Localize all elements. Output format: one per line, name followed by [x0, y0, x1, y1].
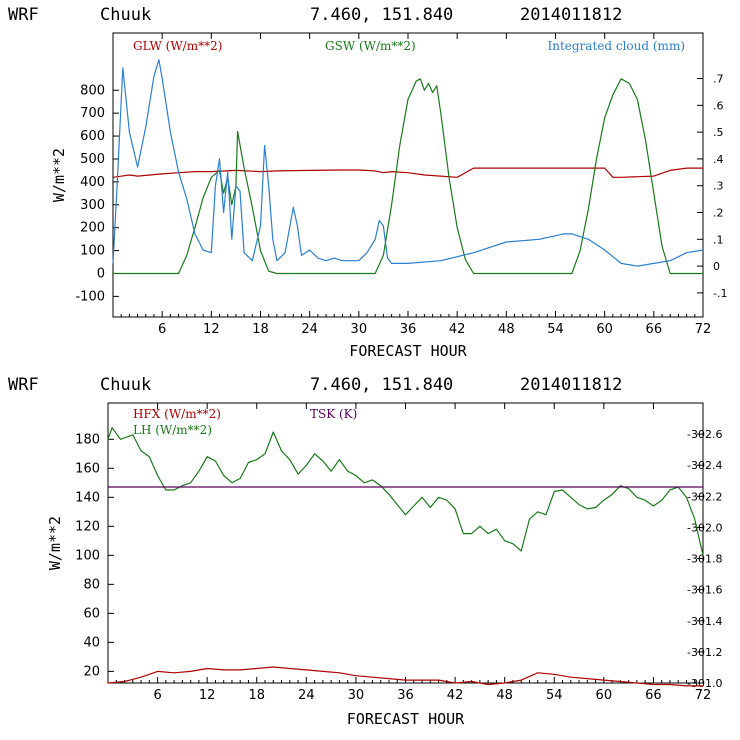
y2-tick-label: -302.0	[687, 521, 722, 534]
y2-tick-label: .7	[713, 73, 724, 86]
y2-tick-label: .6	[713, 99, 724, 112]
x-tick-label: 48	[498, 322, 515, 337]
y-tick-label: 160	[75, 461, 100, 476]
y2-tick-label: -301.6	[687, 584, 722, 597]
legend-entry-gsw: GSW (W/m**2)	[325, 39, 416, 53]
x-tick-label: 66	[645, 688, 662, 703]
x-tick-label: 24	[301, 322, 318, 337]
y-tick-label: 120	[75, 519, 100, 534]
y-tick-label: 800	[80, 83, 105, 98]
series-line-gsw	[113, 78, 703, 275]
x-tick-label: 12	[203, 322, 220, 337]
y-tick-label: 80	[83, 577, 100, 592]
x-axis-label: FORECAST HOUR	[349, 342, 467, 360]
y2-tick-label: .4	[713, 153, 724, 166]
x-tick-label: 54	[546, 688, 563, 703]
legend-entry-hfx: HFX (W/m**2)	[133, 407, 221, 421]
header-model: WRF	[8, 5, 39, 25]
y-tick-label: 500	[80, 152, 105, 167]
y-tick-label: 20	[83, 664, 100, 679]
legend-entry-tsk: TSK (K)	[310, 407, 357, 421]
x-tick-label: 6	[158, 322, 166, 337]
x-tick-label: 36	[400, 322, 417, 337]
y-tick-label: 0	[97, 266, 105, 281]
plot-frame	[112, 32, 704, 318]
x-tick-label: 6	[153, 688, 161, 703]
series-line-hfx	[107, 666, 703, 687]
y-axis-label: W/m**2	[50, 148, 68, 202]
legend-entry-glw: GLW (W/m**2)	[133, 39, 222, 53]
x-tick-label: 60	[596, 688, 613, 703]
header-coords: 7.460, 151.840	[310, 375, 453, 395]
y2-tick-label: .3	[713, 180, 724, 193]
series-line-glw	[112, 167, 703, 178]
legend-entry-lh: LH (W/m**2)	[133, 423, 212, 437]
y2-tick-label: -.1	[713, 287, 727, 300]
x-tick-label: 72	[695, 688, 712, 703]
header-model: WRF	[8, 375, 39, 395]
x-tick-label: 42	[447, 688, 464, 703]
y-tick-label: 100	[75, 548, 100, 563]
header-coords: 7.460, 151.840	[310, 5, 453, 25]
y2-tick-label: .5	[713, 126, 724, 139]
header-station: Chuuk	[100, 375, 151, 395]
y-tick-label: 40	[83, 635, 100, 650]
x-tick-label: 30	[351, 322, 368, 337]
y-tick-label: 180	[75, 432, 100, 447]
x-axis-label: FORECAST HOUR	[347, 710, 465, 728]
x-tick-label: 72	[695, 322, 712, 337]
y-tick-label: 600	[80, 129, 105, 144]
x-tick-label: 36	[397, 688, 414, 703]
y2-tick-label: -301.4	[687, 615, 722, 628]
x-tick-label: 18	[252, 322, 269, 337]
y2-tick-label: -301.0	[687, 677, 722, 690]
y2-tick-label: 0	[713, 260, 720, 273]
y-tick-label: 300	[80, 198, 105, 213]
y2-tick-label: .1	[713, 233, 724, 246]
y-axis-label: W/m**2	[46, 516, 64, 570]
y-tick-label: -100	[75, 289, 105, 304]
x-tick-label: 66	[646, 322, 663, 337]
y-tick-label: 400	[80, 175, 105, 190]
y-tick-label: 700	[80, 106, 105, 121]
x-tick-label: 18	[248, 688, 265, 703]
y-tick-label: 60	[83, 606, 100, 621]
header-init-time: 2014011812	[520, 375, 622, 395]
y-tick-label: 100	[80, 244, 105, 259]
x-tick-label: 30	[348, 688, 365, 703]
x-tick-label: 60	[596, 322, 613, 337]
y2-tick-label: -302.2	[687, 490, 722, 503]
series-line-integrated	[112, 59, 704, 267]
x-tick-label: 24	[298, 688, 315, 703]
y-tick-label: 200	[80, 221, 105, 236]
header-init-time: 2014011812	[520, 5, 622, 25]
y-tick-label: 140	[75, 490, 100, 505]
x-tick-label: 54	[547, 322, 564, 337]
y2-tick-label: -301.2	[687, 646, 722, 659]
x-tick-label: 12	[199, 688, 216, 703]
series-line-lh	[107, 427, 704, 556]
y2-tick-label: .2	[713, 207, 724, 220]
legend-entry-integrated: Integrated cloud (mm)	[547, 39, 685, 53]
y2-tick-label: -302.4	[687, 459, 722, 472]
plot-frame	[107, 402, 704, 684]
x-tick-label: 42	[449, 322, 466, 337]
y2-tick-label: -301.8	[687, 553, 722, 566]
x-tick-label: 48	[496, 688, 513, 703]
y2-tick-label: -302.6	[687, 428, 722, 441]
header-station: Chuuk	[100, 5, 151, 25]
